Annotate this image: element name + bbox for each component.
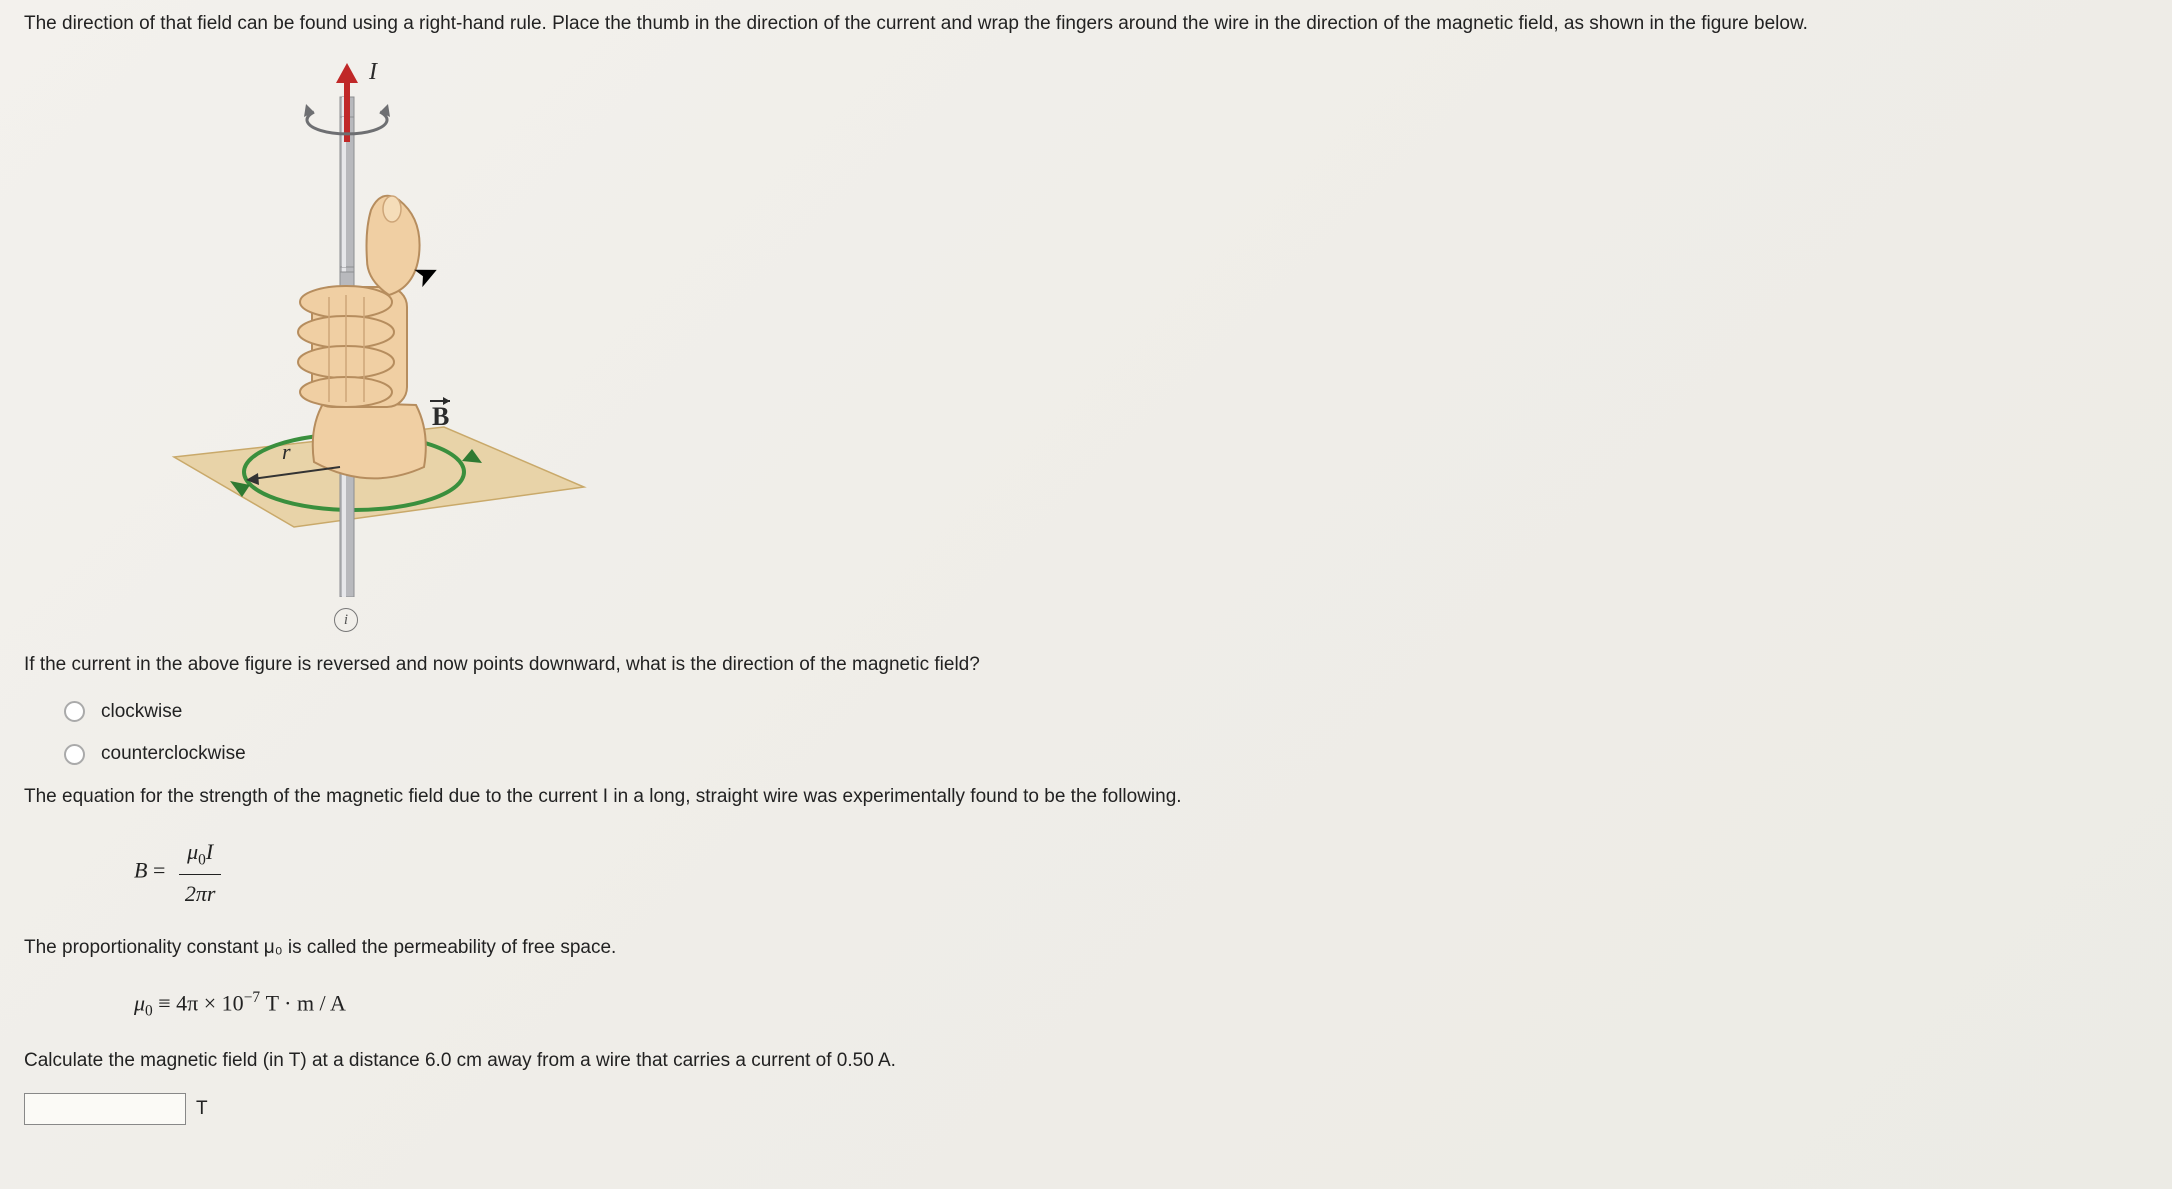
option-label: clockwise [101, 698, 182, 727]
eq-mu0-mu: μ [134, 990, 145, 1015]
label-B: B [432, 402, 449, 431]
info-icon[interactable]: i [334, 608, 358, 632]
eq-coeff: 4π × 10 [176, 990, 244, 1015]
eq-mu: μ [187, 839, 198, 864]
eq-unit: T · m / A [266, 990, 346, 1015]
answer-input[interactable] [24, 1093, 186, 1125]
calculate-prompt: Calculate the magnetic field (in T) at a… [24, 1047, 2148, 1076]
option-label: counterclockwise [101, 740, 246, 769]
eq-exp: −7 [244, 989, 260, 1006]
current-arrowhead [336, 63, 358, 83]
wire-highlight-lower [342, 467, 346, 597]
label-r: r [282, 439, 291, 464]
eq-mu-sub: 0 [198, 851, 206, 868]
eq-mu0-sub: 0 [145, 1003, 153, 1020]
eq-denom: 2πr [179, 875, 222, 910]
option-clockwise[interactable]: clockwise [64, 698, 2148, 727]
unit-label: T [196, 1095, 208, 1124]
constant-description: The proportionality constant μ₀ is calle… [24, 934, 2148, 963]
radio-icon [64, 744, 85, 765]
label-I: I [368, 59, 378, 85]
option-counterclockwise[interactable]: counterclockwise [64, 740, 2148, 769]
eq-equiv: ≡ [158, 990, 170, 1015]
equation-intro-text: The equation for the strength of the mag… [24, 783, 2148, 812]
radio-icon [64, 701, 85, 722]
intro-paragraph: The direction of that field can be found… [24, 10, 2148, 39]
equation-mu0: μ0 ≡ 4π × 10−7 T · m / A [134, 986, 2148, 1023]
hand [298, 195, 426, 478]
right-hand-rule-figure: I r B ➤ [164, 57, 604, 597]
info-icon-label: i [344, 609, 348, 632]
question-text: If the current in the above figure is re… [24, 651, 2148, 680]
eq-lhs: B [134, 857, 147, 882]
eq-I: I [206, 839, 213, 864]
equation-B: B = μ0I 2πr [134, 835, 2148, 910]
